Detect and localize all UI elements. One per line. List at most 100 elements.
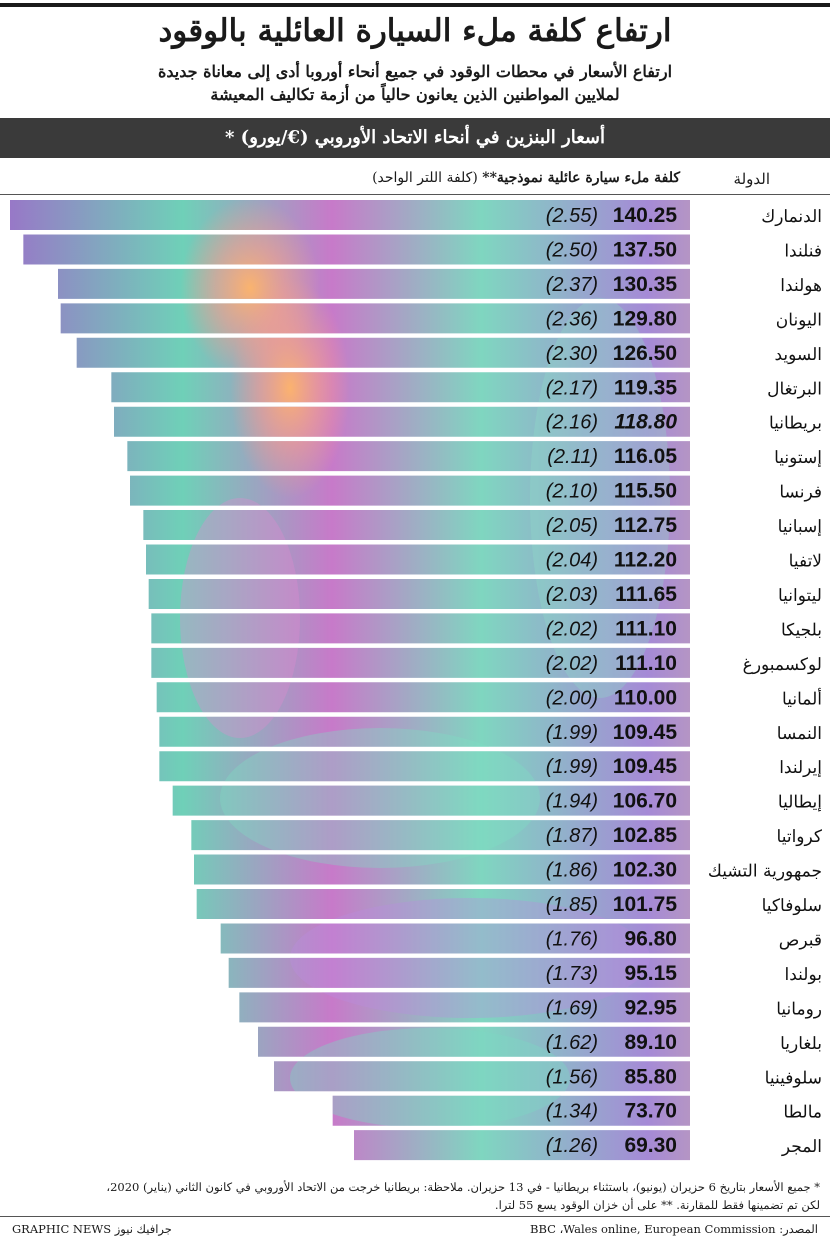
column-header-cost-note: (كلفة اللتر الواحد) — [372, 170, 483, 186]
category-label: قبرص — [779, 930, 822, 950]
value-label: 111.65 — [615, 583, 677, 606]
category-label: لاتفيا — [789, 552, 822, 572]
value-label: 111.10 — [615, 652, 677, 675]
category-label: بلغاريا — [780, 1034, 822, 1054]
value-label: 92.95 — [624, 996, 677, 1019]
value-label: 95.15 — [624, 962, 677, 985]
per-litre-label: (2.02) — [546, 618, 598, 640]
per-litre-label: (2.04) — [546, 550, 598, 572]
bar-chart: 140.25 (2.55) الدنمارك 137.50 (2.50) فنلندا 13… — [10, 200, 823, 1161]
category-label: إيطاليا — [778, 793, 822, 813]
per-litre-label: (2.03) — [546, 584, 598, 606]
per-litre-label: (1.26) — [546, 1135, 598, 1157]
per-litre-label: (1.34) — [546, 1101, 598, 1123]
header-rule — [0, 194, 830, 195]
category-label: سلوفاكيا — [762, 896, 822, 916]
category-label: اليونان — [776, 310, 822, 330]
category-label: جمهورية التشيك — [708, 862, 822, 882]
value-label: 116.05 — [614, 445, 677, 468]
value-label: 137.50 — [613, 238, 677, 261]
value-label: 112.75 — [614, 514, 677, 537]
value-label: 126.50 — [613, 342, 677, 365]
subtitle-line-1: ارتفاع الأسعار في محطات الوقود في جميع أ… — [157, 62, 673, 81]
category-label: المجر — [781, 1137, 822, 1157]
category-label: ألمانيا — [782, 687, 822, 709]
per-litre-label: (1.69) — [546, 997, 598, 1019]
value-label: 112.20 — [614, 549, 677, 572]
chart-banner: أسعار البنزين في أنحاء الاتحاد الأوروبي … — [0, 118, 830, 158]
value-label: 130.35 — [613, 273, 678, 296]
value-label: 109.45 — [613, 721, 678, 744]
value-label: 110.00 — [614, 686, 677, 709]
per-litre-label: (1.62) — [546, 1032, 598, 1054]
category-label: النمسا — [777, 724, 822, 744]
category-label: سلوفينيا — [765, 1068, 822, 1088]
per-litre-label: (2.02) — [546, 653, 598, 675]
value-label: 85.80 — [624, 1065, 677, 1088]
per-litre-label: (2.11) — [547, 446, 598, 468]
category-label: فنلندا — [784, 241, 822, 261]
category-label: البرتغال — [767, 379, 822, 399]
per-litre-label: (1.85) — [546, 894, 598, 916]
per-litre-label: (1.86) — [546, 860, 598, 882]
value-label: 102.30 — [613, 859, 677, 882]
value-label: 73.70 — [624, 1100, 677, 1123]
per-litre-label: (2.16) — [546, 412, 598, 434]
category-label: لوكسمبورغ — [743, 655, 822, 675]
per-litre-label: (2.05) — [546, 515, 598, 537]
subtitle-line-2: لملايين المواطنين الذين يعانون حالياً من… — [210, 85, 620, 104]
category-label: الدنمارك — [761, 207, 822, 227]
column-header-cost: كلفة ملء سيارة عائلية نموذجية** (كلفة ال… — [372, 170, 680, 186]
category-label: كرواتيا — [777, 827, 823, 847]
category-label: إستونيا — [774, 448, 822, 468]
category-label: إسبانيا — [778, 517, 822, 537]
value-label: 129.80 — [613, 307, 677, 330]
value-label: 102.85 — [613, 824, 678, 847]
category-label: مالطا — [783, 1103, 822, 1123]
footnote-line-2: لكن تم تضمينها فقط للمقارنة. ** على أن خ… — [494, 1198, 820, 1212]
per-litre-label: (2.50) — [546, 239, 598, 261]
per-litre-label: (2.10) — [546, 481, 598, 503]
value-label: 69.30 — [624, 1134, 677, 1157]
value-label: 111.10 — [615, 617, 677, 640]
page-title: ارتفاع كلفة ملء السيارة العائلية بالوقود — [158, 13, 672, 49]
per-litre-label: (2.30) — [546, 343, 598, 365]
value-label: 109.45 — [613, 755, 678, 778]
category-label: بريطانيا — [769, 414, 822, 434]
category-label: السويد — [774, 345, 822, 365]
per-litre-label: (1.99) — [546, 756, 598, 778]
per-litre-label: (1.87) — [546, 825, 598, 847]
value-label: 101.75 — [613, 893, 678, 916]
category-label: بلجيكا — [781, 620, 822, 640]
value-label: 140.25 — [613, 204, 678, 227]
footnote-line-1: * جميع الأسعار بتاريخ 6 حزيران (يونيو)، … — [106, 1180, 820, 1194]
footnotes: * جميع الأسعار بتاريخ 6 حزيران (يونيو)، … — [10, 1178, 820, 1214]
per-litre-label: (1.94) — [546, 791, 598, 813]
category-label: إيرلندا — [779, 758, 822, 778]
per-litre-label: (2.55) — [546, 205, 598, 227]
category-label: بولندا — [785, 965, 822, 985]
category-label: هولندا — [780, 276, 822, 296]
value-label: 89.10 — [624, 1031, 677, 1054]
source-text: المصدر: BBC ،Wales online, European Comm… — [530, 1222, 818, 1236]
per-litre-label: (2.36) — [546, 308, 598, 330]
top-rule — [0, 3, 830, 7]
value-label: 106.70 — [613, 790, 677, 813]
category-label: فرنسا — [779, 483, 822, 503]
per-litre-label: (2.17) — [546, 377, 598, 399]
per-litre-label: (1.99) — [546, 722, 598, 744]
category-label: رومانيا — [776, 999, 822, 1019]
per-litre-label: (1.56) — [546, 1066, 598, 1088]
bottom-rule — [0, 1216, 830, 1217]
per-litre-label: (2.37) — [546, 274, 598, 296]
value-label: 119.35 — [614, 376, 677, 399]
column-header-country: الدولة — [733, 170, 770, 188]
category-label: ليتوانيا — [778, 586, 822, 606]
credit-text: GRAPHIC NEWS جرافيك نيوز — [12, 1222, 172, 1236]
value-label: 96.80 — [624, 927, 677, 950]
value-label: 115.50 — [614, 480, 677, 503]
column-header-cost-bold: كلفة ملء سيارة عائلية نموذجية** — [482, 170, 680, 186]
subtitle: ارتفاع الأسعار في محطات الوقود في جميع أ… — [40, 60, 790, 106]
per-litre-label: (2.00) — [546, 687, 598, 709]
bars-background — [10, 200, 691, 1161]
